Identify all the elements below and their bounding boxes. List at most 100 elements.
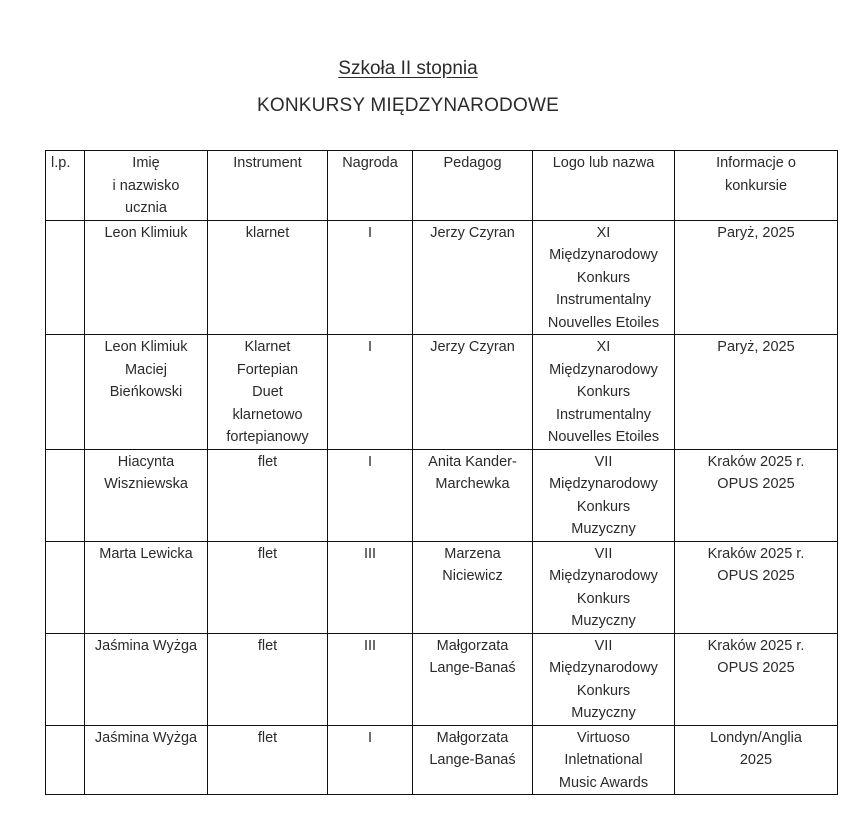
cell-line: Międzynarodowy (549, 568, 658, 584)
cell-lp (45, 448, 85, 542)
cell-line: fortepianowy (226, 429, 309, 445)
document-title: KONKURSY MIĘDZYNARODOWE (257, 95, 559, 116)
cell-line: Paryż, 2025 (717, 339, 795, 355)
header-teacher: Pedagog (412, 150, 533, 221)
cell-student-name: Hiacynta Wiszniewska (84, 448, 208, 542)
cell-line: Międzynarodowy (549, 361, 658, 378)
cell-line: ucznia (125, 200, 167, 216)
cell-line: Instrumentalny (555, 406, 652, 423)
cell-instrument: Klarnet Fortepian Duet klarnetowo fortepiano… (207, 334, 328, 450)
cell-competition-info: Londyn/Anglia 2025 (674, 724, 838, 795)
document-subtitle: Szkoła II stopnia (338, 58, 478, 79)
header-instrument: Instrument (207, 150, 328, 221)
cell-line: I (367, 729, 373, 746)
cell-teacher: Anita Kander- Marchewka (412, 448, 533, 542)
cell-line: Nouvelles Etoiles (547, 429, 660, 445)
table-row: Leon Klimiuk Maciej Bieńkowski Klarnet Forte… (45, 334, 838, 450)
cell-line: Jerzy Czyran (430, 339, 515, 355)
cell-line: Pedagog (443, 155, 502, 171)
cell-line: Virtuoso (577, 729, 630, 746)
cell-instrument: flet (207, 448, 328, 542)
cell-award: I (327, 448, 413, 542)
cell-line: Paryż, 2025 (717, 224, 795, 241)
cell-line: Instrumentalny (555, 292, 652, 308)
cell-line: I (367, 339, 373, 355)
cell-line: XI (596, 224, 611, 241)
cell-line: Marchewka (435, 476, 510, 492)
cell-teacher: Małgorzata Lange-Banaś (412, 632, 533, 726)
table-row: Jaśmina Wyżga flet I Małgorzata Lange-Banaś V… (45, 724, 838, 795)
cell-line: Konkurs (576, 269, 631, 286)
cell-lp (45, 724, 85, 795)
cell-line: flet (257, 453, 278, 470)
cell-line: klarnet (245, 224, 290, 241)
cell-line: Jaśmina Wyżga (94, 637, 198, 654)
cell-competition-name: VII Międzynarodowy Konkurs Muzyczny (532, 540, 675, 634)
cell-competition-info: Kraków 2025 r. OPUS 2025 (674, 632, 838, 726)
cell-line: Jaśmina Wyżga (94, 729, 198, 746)
cell-line: Muzyczny (571, 613, 636, 629)
cell-lp (45, 632, 85, 726)
cell-student-name: Jaśmina Wyżga (84, 632, 208, 726)
cell-competition-name: Virtuoso Inletnational Music Awards (532, 724, 675, 795)
cell-teacher: Małgorzata Lange-Banaś (412, 724, 533, 795)
cell-award: I (327, 724, 413, 795)
cell-line: Inletnational (564, 752, 643, 768)
cell-line: Jerzy Czyran (430, 224, 515, 241)
cell-line: Lange-Banaś (429, 752, 516, 768)
cell-line: Międzynarodowy (549, 660, 658, 676)
cell-line: Imię (132, 155, 160, 171)
cell-line: OPUS 2025 (717, 660, 795, 676)
cell-line: Maciej (125, 361, 167, 378)
cell-line: VII (594, 453, 613, 470)
header-lp: l.p. (45, 150, 85, 221)
cell-teacher: Jerzy Czyran (412, 219, 533, 335)
cell-line: Londyn/Anglia (710, 729, 802, 746)
cell-award: III (327, 540, 413, 634)
cell-competition-info: Paryż, 2025 (674, 334, 838, 450)
cell-line: I (367, 224, 373, 241)
cell-competition-name: XI Międzynarodowy Konkurs Instrumentalny Nou… (532, 334, 675, 450)
cell-line: Konkurs (576, 498, 631, 515)
cell-student-name: Marta Lewicka (84, 540, 208, 634)
cell-line: l.p. (51, 155, 71, 171)
cell-line: klarnetowo (232, 406, 303, 423)
cell-line: 2025 (739, 752, 773, 768)
table-row: Jaśmina Wyżga flet III Małgorzata Lange-Bana… (45, 632, 838, 726)
cell-teacher: Marzena Niciewicz (412, 540, 533, 634)
cell-line: konkursie (724, 177, 788, 194)
cell-line: Konkurs (576, 384, 631, 400)
cell-line: Instrument (233, 155, 302, 171)
cell-line: Lange-Banaś (429, 660, 516, 676)
cell-line: Wiszniewska (104, 476, 188, 492)
cell-line: Muzyczny (571, 705, 636, 721)
cell-line: Marzena (444, 545, 501, 562)
cell-line: OPUS 2025 (717, 476, 795, 492)
cell-line: Konkurs (576, 590, 631, 607)
header-award: Nagroda (327, 150, 413, 221)
cell-line: III (363, 545, 377, 562)
cell-competition-name: VII Międzynarodowy Konkurs Muzyczny (532, 632, 675, 726)
cell-line: Klarnet (244, 339, 291, 355)
cell-line: Międzynarodowy (549, 247, 658, 263)
cell-instrument: flet (207, 540, 328, 634)
table-row: Hiacynta Wiszniewska flet I Anita Kander- Mar… (45, 448, 838, 542)
cell-line: Logo lub nazwa (552, 155, 655, 171)
cell-line: I (367, 453, 373, 470)
cell-line: Anita Kander- (428, 453, 517, 470)
cell-line: Leon Klimiuk (104, 339, 188, 355)
cell-line: OPUS 2025 (717, 568, 795, 584)
header-student-name: Imię i nazwisko ucznia (84, 150, 208, 221)
cell-line: Kraków 2025 r. (707, 545, 805, 562)
cell-competition-info: Kraków 2025 r. OPUS 2025 (674, 448, 838, 542)
cell-line: Hiacynta (117, 453, 175, 470)
cell-award: III (327, 632, 413, 726)
cell-competition-info: Paryż, 2025 (674, 219, 838, 335)
header-row: l.p. Imię i nazwisko ucznia Instrument Nagrod… (45, 150, 838, 221)
cell-lp (45, 334, 85, 450)
header-competition-name: Logo lub nazwa (532, 150, 675, 221)
cell-competition-info: Kraków 2025 r. OPUS 2025 (674, 540, 838, 634)
cell-line: Fortepian (236, 361, 299, 378)
cell-line: flet (257, 545, 278, 562)
cell-line: Międzynarodowy (549, 476, 658, 492)
